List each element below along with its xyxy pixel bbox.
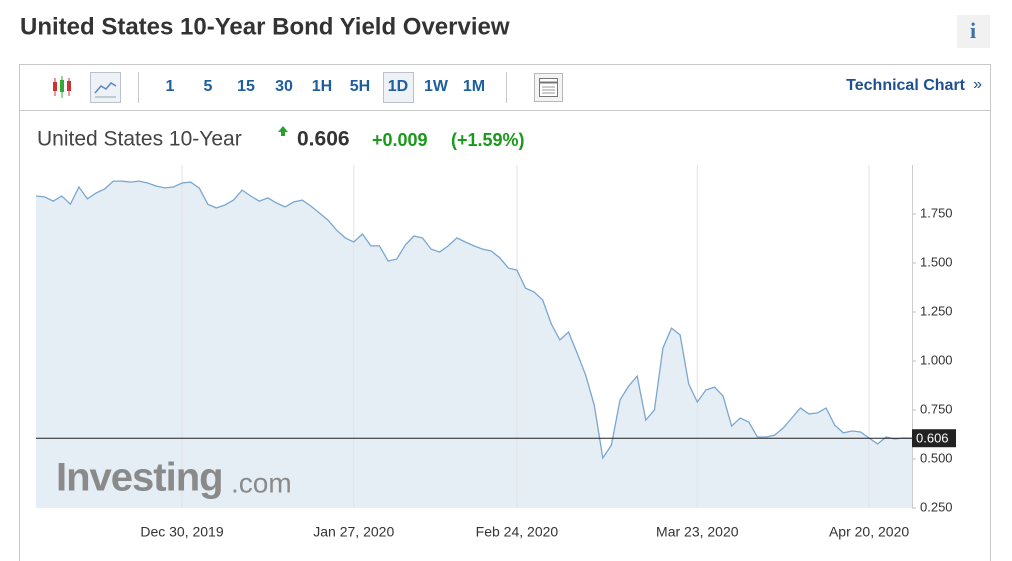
instrument-name: United States 10-Year xyxy=(37,128,242,151)
table-view-button[interactable] xyxy=(534,73,563,102)
interval-button[interactable]: 1 xyxy=(166,78,175,95)
active-interval xyxy=(383,72,414,103)
x-tick-label: Mar 23, 2020 xyxy=(656,524,739,540)
interval-button[interactable]: 1M xyxy=(463,78,485,95)
interval-button[interactable]: 5 xyxy=(204,78,213,95)
y-tick-label: 0.250 xyxy=(920,499,953,514)
link-arrow[interactable]: » xyxy=(973,76,982,93)
x-tick-label: Jan 27, 2020 xyxy=(313,524,394,540)
candlestick-button[interactable] xyxy=(53,76,71,98)
interval-group: 1 5 15 30 1H 5H 1D 1W 1M xyxy=(166,78,486,95)
line-chart-button[interactable] xyxy=(90,72,121,103)
y-tick-label: 0.500 xyxy=(920,450,953,465)
price-change: +0.009 xyxy=(372,130,428,150)
watermark-suffix: .com xyxy=(231,467,292,498)
area-fill xyxy=(36,181,912,508)
y-tick-label: 1.250 xyxy=(920,303,953,318)
up-arrow xyxy=(278,126,288,136)
y-tick-label: 1.000 xyxy=(920,352,953,367)
last-price-label: 0.606 xyxy=(916,431,949,446)
info-button[interactable] xyxy=(957,15,990,48)
series-line xyxy=(35,180,913,460)
last-price: 0.606 xyxy=(297,128,350,151)
interval-button[interactable]: 5H xyxy=(350,78,370,95)
y-tick-label: 0.750 xyxy=(920,401,953,416)
x-tick-label: Feb 24, 2020 xyxy=(476,524,559,540)
percent-change: (+1.59%) xyxy=(451,130,525,150)
y-tick-label: 1.750 xyxy=(920,205,953,220)
widget-frame xyxy=(19,64,991,561)
plot: Dec 30, 2019 Jan 27, 2020 Feb 24, 2020 Mar … xyxy=(35,165,956,540)
y-tick-label: 1.500 xyxy=(920,254,953,269)
technical-chart-link[interactable]: Technical Chart xyxy=(846,77,966,94)
interval-button[interactable]: 1H xyxy=(312,78,332,95)
watermark-brand: Investing xyxy=(56,456,223,500)
interval-button[interactable]: 15 xyxy=(237,78,255,95)
x-tick-label: Apr 20, 2020 xyxy=(829,524,909,540)
info-icon[interactable]: i xyxy=(970,18,976,43)
x-tick-label: Dec 30, 2019 xyxy=(140,524,223,540)
page-title: United States 10-Year Bond Yield Overvie… xyxy=(20,13,510,40)
interval-button[interactable]: 30 xyxy=(275,78,293,95)
interval-button[interactable]: 1D xyxy=(388,78,408,95)
last-price-tag xyxy=(912,429,956,448)
interval-button[interactable]: 1W xyxy=(424,78,449,95)
